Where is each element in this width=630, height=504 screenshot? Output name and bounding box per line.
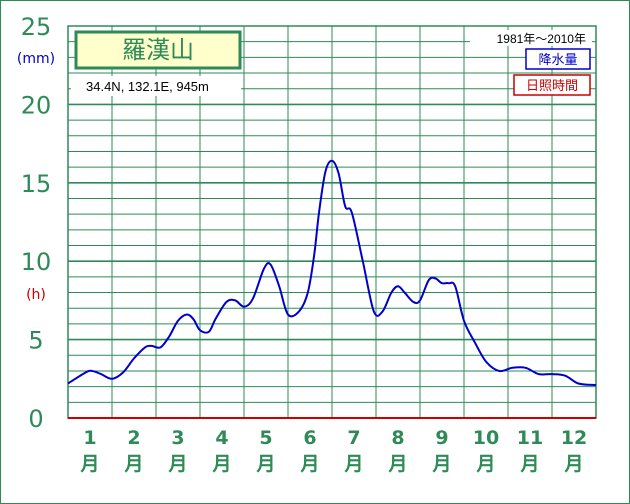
y-unit-precip: (mm) <box>17 51 55 67</box>
x-tick-month-unit: 月 <box>79 453 99 475</box>
x-tick-month-unit: 月 <box>519 453 539 475</box>
y-tick-label: 15 <box>21 170 52 198</box>
x-tick-month-number: 4 <box>215 427 228 449</box>
chart-title: 羅漢山 <box>122 36 194 64</box>
x-tick-month-unit: 月 <box>211 453 231 475</box>
period-band <box>470 30 592 46</box>
x-tick-month-unit: 月 <box>431 453 451 475</box>
legend-precip-box <box>525 48 591 70</box>
chart-subtitle: 34.4N, 132.1E, 945m <box>86 79 209 94</box>
x-tick-month-unit: 月 <box>563 453 583 475</box>
x-tick-month-number: 2 <box>127 427 140 449</box>
x-tick-month-unit: 月 <box>123 453 143 475</box>
y-tick-label: 10 <box>21 248 52 276</box>
y-tick-label: 5 <box>28 327 43 355</box>
series <box>67 159 597 387</box>
x-tick-month-number: 11 <box>517 427 543 449</box>
y-tick-label: 0 <box>28 405 43 433</box>
x-tick-month-unit: 月 <box>299 453 319 475</box>
x-axis-ticks: 1 月 2 月 3 月 4 月 5 月 6 月 7 月 8 月 9 月 10 月 11 月 12 月 <box>79 427 587 475</box>
x-tick-month-number: 7 <box>347 427 360 449</box>
x-tick-month-number: 3 <box>171 427 184 449</box>
y-axis-ticks: 0 5 10 15 20 25 <box>21 13 52 433</box>
x-tick-month-number: 6 <box>303 427 316 449</box>
x-tick-month-number: 12 <box>561 427 587 449</box>
subtitle-band <box>71 76 241 96</box>
legend-sun-box <box>513 74 591 96</box>
x-tick-month-unit: 月 <box>387 453 407 475</box>
x-tick-month-number: 8 <box>391 427 404 449</box>
period-label: 1981年～2010年 <box>497 32 586 46</box>
x-tick-month-unit: 月 <box>475 453 495 475</box>
x-tick-month-unit: 月 <box>343 453 363 475</box>
series-line-precipitation <box>67 159 597 387</box>
x-tick-month-number: 10 <box>473 427 499 449</box>
x-tick-month-unit: 月 <box>255 453 275 475</box>
title-box <box>74 30 242 70</box>
y-tick-label: 20 <box>21 91 52 119</box>
x-tick-month-number: 1 <box>83 427 96 449</box>
y-tick-label: 25 <box>21 13 52 41</box>
x-tick-month-number: 5 <box>259 427 272 449</box>
legend-precip-label: 降水量 <box>538 53 577 68</box>
x-tick-month-number: 9 <box>435 427 448 449</box>
legend-sun-label: 日照時間 <box>526 79 578 94</box>
y-unit-sun: (h) <box>26 287 46 303</box>
x-tick-month-unit: 月 <box>167 453 187 475</box>
